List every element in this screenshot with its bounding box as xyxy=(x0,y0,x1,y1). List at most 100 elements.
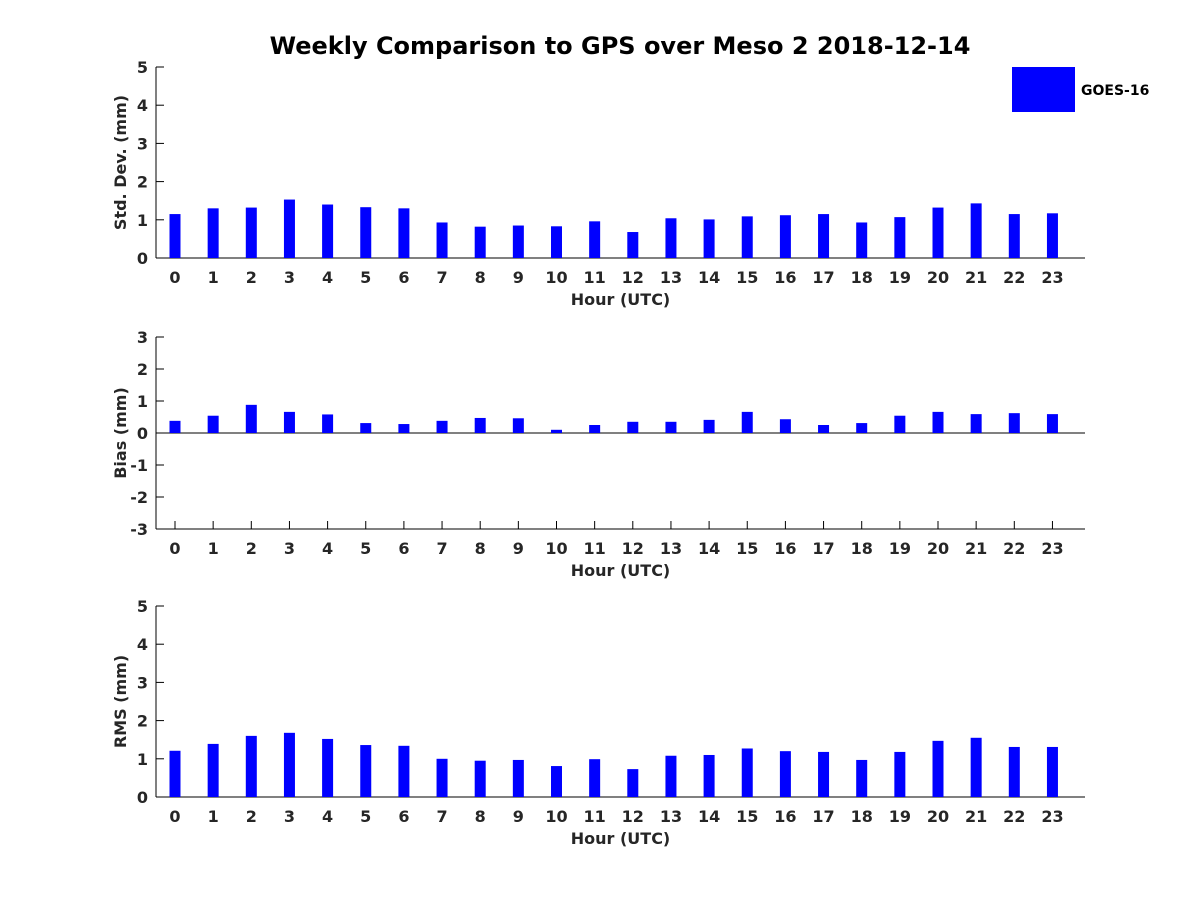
std-dev-bar-hour-3 xyxy=(283,199,295,258)
bias-bar-hour-3 xyxy=(283,411,295,433)
bias-x-tick-label: 11 xyxy=(584,539,606,558)
rms-bar-hour-6 xyxy=(398,745,410,797)
std-dev-bar-hour-13 xyxy=(665,218,677,258)
rms-bar-hour-19 xyxy=(894,751,906,797)
rms-bar-hour-18 xyxy=(856,759,868,797)
rms-x-tick-label: 13 xyxy=(660,807,682,826)
rms-x-tick-label: 22 xyxy=(1003,807,1025,826)
bias-x-tick-label: 5 xyxy=(360,539,371,558)
rms-x-tick-label: 15 xyxy=(736,807,758,826)
std-dev-x-tick-label: 20 xyxy=(927,268,949,287)
std-dev-x-tick-label: 16 xyxy=(774,268,796,287)
std-dev-x-tick-label: 12 xyxy=(622,268,644,287)
std-dev-x-tick-label: 9 xyxy=(513,268,524,287)
bias-x-tick-label: 4 xyxy=(322,539,333,558)
rms-bar-hour-8 xyxy=(474,760,486,797)
rms-x-tick-label: 17 xyxy=(812,807,834,826)
bias-x-tick-label: 16 xyxy=(774,539,796,558)
bias-x-tick-label: 23 xyxy=(1041,539,1063,558)
rms-x-tick-label: 9 xyxy=(513,807,524,826)
std-dev-bar-hour-21 xyxy=(970,203,982,258)
bias-bar-hour-20 xyxy=(932,411,944,433)
bias-x-tick-label: 3 xyxy=(284,539,295,558)
bias-x-tick-label: 15 xyxy=(736,539,758,558)
bias-y-tick-label: 1 xyxy=(137,392,148,411)
std-dev-bar-hour-8 xyxy=(474,226,486,258)
rms-y-tick-label: 2 xyxy=(137,712,148,731)
rms-y-label: RMS (mm) xyxy=(111,655,130,748)
std-dev-x-tick-label: 1 xyxy=(208,268,219,287)
std-dev-bar-hour-18 xyxy=(856,222,868,258)
std-dev-bar-hour-12 xyxy=(627,232,639,258)
bias-bar-hour-9 xyxy=(512,418,524,433)
std-dev-x-tick-label: 21 xyxy=(965,268,987,287)
bias-y-tick-label: 3 xyxy=(137,328,148,347)
bias-bar-hour-5 xyxy=(360,423,372,433)
bias-y-tick-label: 2 xyxy=(137,360,148,379)
bias-bar-hour-19 xyxy=(894,415,906,433)
std-dev-y-tick-label: 0 xyxy=(137,249,148,268)
bias-x-tick-label: 2 xyxy=(246,539,257,558)
rms-x-tick-label: 4 xyxy=(322,807,333,826)
std-dev-y-tick-label: 4 xyxy=(137,96,148,115)
rms-x-tick-label: 6 xyxy=(398,807,409,826)
bias-bar-hour-0 xyxy=(169,420,181,433)
std-dev-x-tick-label: 19 xyxy=(889,268,911,287)
std-dev-x-tick-label: 17 xyxy=(812,268,834,287)
bias-x-tick-label: 12 xyxy=(622,539,644,558)
bias-x-tick-label: 14 xyxy=(698,539,720,558)
rms-x-tick-label: 19 xyxy=(889,807,911,826)
bias-x-tick-label: 17 xyxy=(812,539,834,558)
bias-x-tick-label: 19 xyxy=(889,539,911,558)
std-dev-x-tick-label: 10 xyxy=(545,268,567,287)
std-dev-bar-hour-11 xyxy=(589,221,601,258)
bias-bar-hour-10 xyxy=(551,429,562,433)
std-dev-x-tick-label: 6 xyxy=(398,268,409,287)
bias-bar-hour-17 xyxy=(818,425,830,433)
rms-x-tick-label: 2 xyxy=(246,807,257,826)
rms-x-tick-label: 3 xyxy=(284,807,295,826)
std-dev-x-tick-label: 22 xyxy=(1003,268,1025,287)
bias-y-tick-label: -3 xyxy=(130,520,148,539)
std-dev-x-tick-label: 13 xyxy=(660,268,682,287)
bias-y-tick-label: -2 xyxy=(130,488,148,507)
std-dev-bar-hour-10 xyxy=(551,226,562,258)
bias-bar-hour-1 xyxy=(207,415,219,433)
std-dev-y-tick-label: 1 xyxy=(137,211,148,230)
std-dev-bar-hour-1 xyxy=(207,208,219,258)
std-dev-bar-hour-6 xyxy=(398,208,410,258)
rms-bar-hour-10 xyxy=(551,766,562,797)
bias-x-label: Hour (UTC) xyxy=(571,561,671,580)
bias-bar-hour-16 xyxy=(779,419,791,433)
std-dev-bar-hour-15 xyxy=(741,216,753,258)
std-dev-bar-hour-9 xyxy=(512,225,524,258)
std-dev-x-tick-label: 2 xyxy=(246,268,257,287)
std-dev-y-tick-label: 5 xyxy=(137,58,148,77)
bias-bar-hour-12 xyxy=(627,421,639,433)
rms-bar-hour-7 xyxy=(436,758,448,797)
std-dev-x-tick-label: 14 xyxy=(698,268,720,287)
std-dev-x-tick-label: 23 xyxy=(1041,268,1063,287)
bias-x-tick-label: 21 xyxy=(965,539,987,558)
std-dev-bar-hour-17 xyxy=(818,214,830,258)
rms-x-tick-label: 23 xyxy=(1041,807,1063,826)
rms-bar-hour-21 xyxy=(970,737,982,797)
std-dev-bar-hour-2 xyxy=(245,207,257,258)
rms-bar-hour-11 xyxy=(589,759,601,797)
bias-bar-hour-6 xyxy=(398,424,410,433)
std-dev-x-tick-label: 5 xyxy=(360,268,371,287)
legend-swatch xyxy=(1012,67,1075,112)
std-dev-y-tick-label: 3 xyxy=(137,134,148,153)
bias-bar-hour-15 xyxy=(741,411,753,433)
std-dev-x-tick-label: 11 xyxy=(584,268,606,287)
std-dev-y-tick-label: 2 xyxy=(137,173,148,192)
rms-x-tick-label: 5 xyxy=(360,807,371,826)
std-dev-bar-hour-23 xyxy=(1046,213,1058,258)
std-dev-x-tick-label: 18 xyxy=(851,268,873,287)
std-dev-x-tick-label: 15 xyxy=(736,268,758,287)
std-dev-x-label: Hour (UTC) xyxy=(571,290,671,309)
